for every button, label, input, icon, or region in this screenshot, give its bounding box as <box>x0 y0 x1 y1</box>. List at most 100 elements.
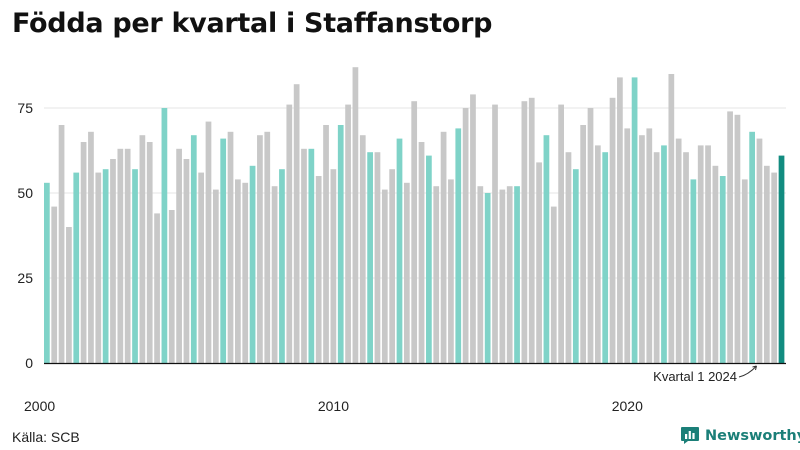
bar <box>51 206 58 363</box>
bar <box>88 131 94 363</box>
bar <box>639 135 645 363</box>
bar <box>763 165 770 363</box>
bar <box>359 135 366 363</box>
bar <box>411 101 418 363</box>
bar <box>756 138 763 363</box>
bar <box>220 138 227 363</box>
bar <box>697 145 704 363</box>
bar <box>558 104 564 363</box>
bar <box>293 84 300 363</box>
bar <box>139 135 146 363</box>
brand-name: Newsworthy <box>705 427 800 444</box>
bar <box>771 172 778 363</box>
bar <box>308 148 315 363</box>
bar <box>565 152 572 363</box>
bar <box>403 182 410 363</box>
bar <box>521 101 528 363</box>
bar <box>249 165 256 363</box>
bar <box>374 152 381 363</box>
bar <box>212 189 219 363</box>
bar <box>550 206 557 363</box>
bar <box>323 125 329 363</box>
bar <box>631 77 638 364</box>
bar <box>183 159 190 363</box>
bar <box>66 227 72 363</box>
bar <box>205 121 212 363</box>
bar <box>73 172 80 363</box>
bar <box>132 169 138 363</box>
bar <box>168 210 175 363</box>
bar <box>389 169 396 363</box>
bar <box>492 104 498 363</box>
bar <box>580 125 587 363</box>
bar <box>381 189 388 363</box>
bar <box>440 131 447 363</box>
bar <box>80 142 87 363</box>
chart-title: Födda per kvartal i Staffanstorp <box>12 8 493 39</box>
bar <box>727 111 733 364</box>
bar <box>345 104 351 363</box>
bar <box>117 148 124 363</box>
bar <box>668 74 675 363</box>
bar <box>646 128 653 363</box>
y-tick-label: 75 <box>17 100 33 116</box>
bar <box>514 186 520 363</box>
bar <box>470 94 476 364</box>
x-tick-label: 2010 <box>318 398 349 414</box>
bar <box>426 155 432 363</box>
bar <box>286 104 293 363</box>
bar <box>352 67 359 363</box>
bar <box>58 125 65 363</box>
bar <box>749 131 755 363</box>
bar <box>690 179 697 363</box>
annotation-arrow <box>738 365 757 378</box>
bar <box>264 131 271 363</box>
bar <box>719 176 726 363</box>
bar <box>675 138 682 363</box>
bar <box>462 108 469 363</box>
bar <box>227 131 234 363</box>
bar <box>198 172 205 363</box>
bar <box>124 148 131 363</box>
bar <box>528 97 535 364</box>
bar <box>44 182 50 363</box>
y-tick-label: 25 <box>17 270 33 286</box>
bar <box>712 165 719 363</box>
bar <box>661 145 667 363</box>
y-tick-label: 50 <box>17 185 33 201</box>
bar <box>161 108 168 363</box>
bar <box>110 159 116 363</box>
bar <box>536 162 542 363</box>
bar <box>705 145 711 363</box>
x-tick-label: 2020 <box>612 398 643 414</box>
bar <box>594 145 601 363</box>
bar <box>330 169 337 363</box>
annotation-label: Kvartal 1 2024 <box>653 369 737 384</box>
bar <box>572 169 579 363</box>
bar <box>146 142 153 363</box>
bar <box>396 138 403 363</box>
bar <box>455 128 462 363</box>
source-note: Källa: SCB <box>12 429 80 445</box>
bar <box>337 125 344 363</box>
bar <box>279 169 285 363</box>
bar <box>617 77 623 364</box>
bar <box>499 189 506 363</box>
bar <box>653 152 660 363</box>
bar <box>301 148 307 363</box>
bar <box>543 135 550 363</box>
newsworthy-logo-icon <box>681 427 699 444</box>
bar <box>242 182 249 363</box>
bar <box>506 186 513 363</box>
bar <box>448 179 454 363</box>
bar <box>741 179 748 363</box>
bar <box>190 135 197 363</box>
bar <box>367 152 373 363</box>
bar <box>418 142 425 363</box>
bar <box>484 193 491 363</box>
bar <box>176 148 182 363</box>
annotation-arrowhead <box>752 365 757 371</box>
bar <box>102 169 109 363</box>
bar <box>154 213 160 363</box>
